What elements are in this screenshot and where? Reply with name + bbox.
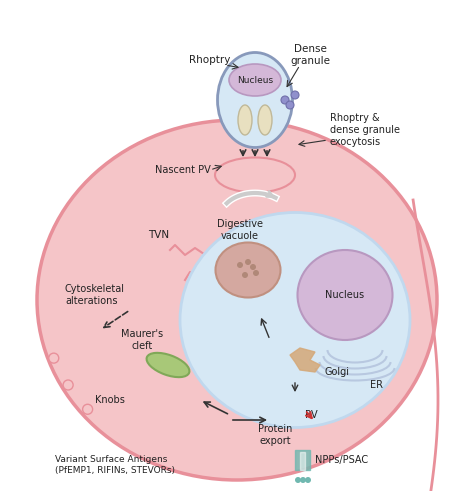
Text: PV: PV bbox=[305, 410, 318, 420]
Text: Golgi: Golgi bbox=[325, 367, 350, 377]
Ellipse shape bbox=[180, 213, 410, 428]
Circle shape bbox=[237, 262, 243, 268]
Circle shape bbox=[291, 91, 299, 99]
Circle shape bbox=[63, 380, 73, 390]
Circle shape bbox=[300, 477, 306, 483]
Text: Nascent PV: Nascent PV bbox=[155, 165, 211, 175]
Circle shape bbox=[242, 272, 248, 278]
Text: Protein
export: Protein export bbox=[258, 424, 292, 446]
Ellipse shape bbox=[37, 120, 437, 480]
Ellipse shape bbox=[229, 64, 281, 96]
Text: Digestive
vacuole: Digestive vacuole bbox=[217, 219, 263, 241]
Circle shape bbox=[250, 264, 256, 270]
Text: Nucleus: Nucleus bbox=[237, 76, 273, 84]
Polygon shape bbox=[295, 450, 310, 470]
Text: NPPs/PSAC: NPPs/PSAC bbox=[315, 455, 368, 465]
Text: TVN: TVN bbox=[148, 230, 169, 240]
Ellipse shape bbox=[215, 158, 295, 192]
Text: Rhoptry: Rhoptry bbox=[189, 55, 231, 65]
Circle shape bbox=[253, 270, 259, 276]
Text: Cytoskeletal
alterations: Cytoskeletal alterations bbox=[65, 284, 125, 306]
Polygon shape bbox=[300, 452, 305, 470]
Circle shape bbox=[49, 353, 59, 363]
Text: Knobs: Knobs bbox=[95, 395, 125, 405]
Circle shape bbox=[295, 477, 301, 483]
Circle shape bbox=[281, 96, 289, 104]
Ellipse shape bbox=[238, 105, 252, 135]
Ellipse shape bbox=[146, 353, 190, 377]
Polygon shape bbox=[290, 348, 320, 372]
Circle shape bbox=[82, 404, 92, 414]
Text: Maurer's
cleft: Maurer's cleft bbox=[121, 329, 163, 351]
Text: Dense
granule: Dense granule bbox=[290, 44, 330, 66]
Circle shape bbox=[286, 101, 294, 109]
Text: Nucleus: Nucleus bbox=[326, 290, 365, 300]
Circle shape bbox=[305, 477, 311, 483]
Text: ER: ER bbox=[370, 380, 383, 390]
Ellipse shape bbox=[216, 243, 281, 298]
Circle shape bbox=[245, 259, 251, 265]
Text: Rhoptry &
dense granule
exocytosis: Rhoptry & dense granule exocytosis bbox=[330, 113, 400, 147]
Text: Variant Surface Antigens
(PfEMP1, RIFINs, STEVORs): Variant Surface Antigens (PfEMP1, RIFINs… bbox=[55, 455, 175, 475]
Ellipse shape bbox=[298, 250, 392, 340]
Ellipse shape bbox=[258, 105, 272, 135]
Ellipse shape bbox=[218, 53, 292, 147]
